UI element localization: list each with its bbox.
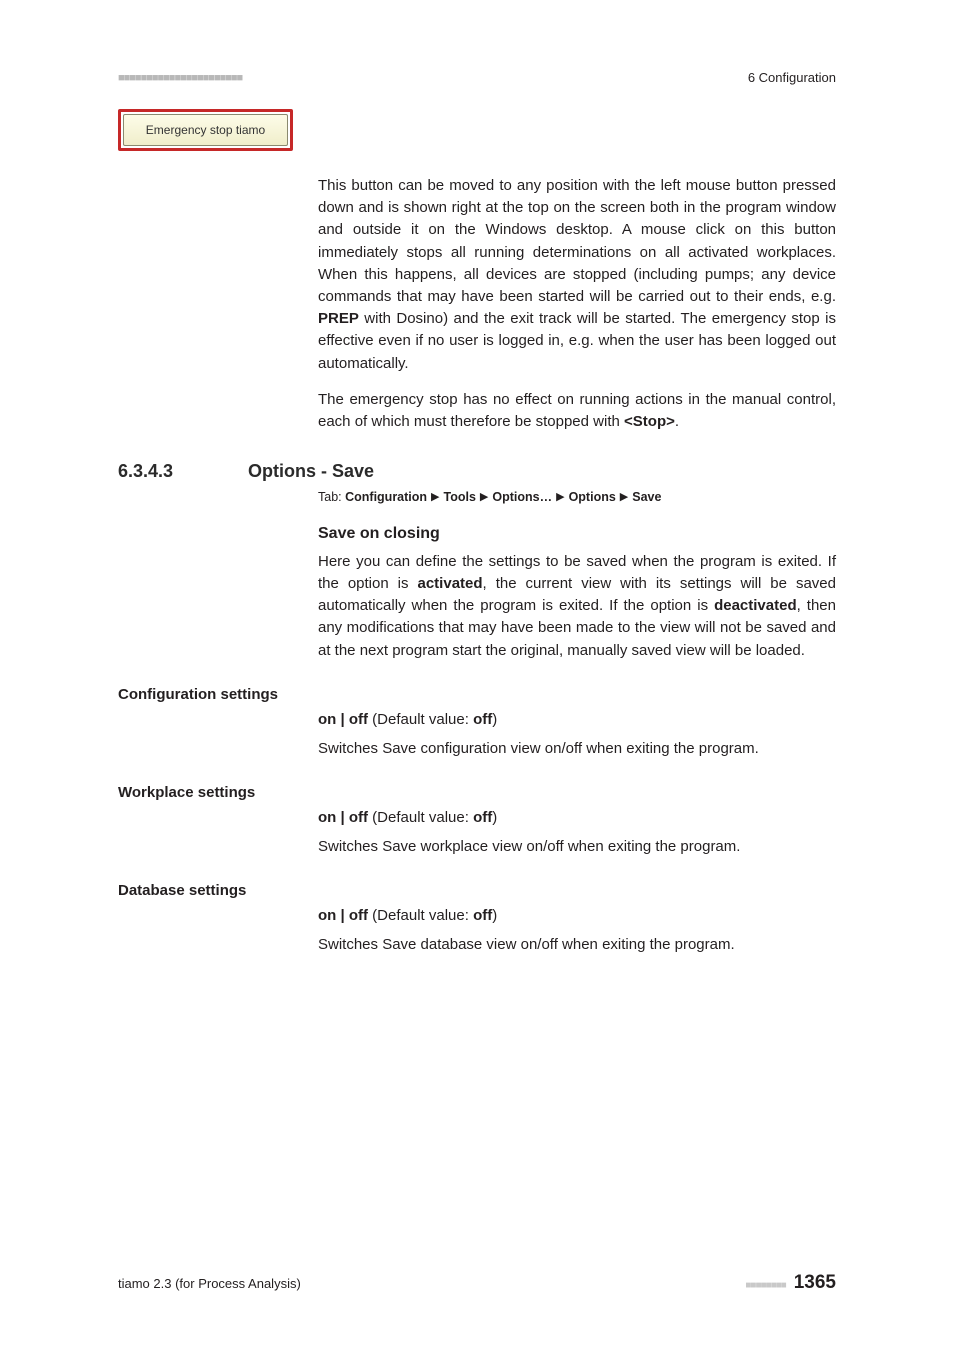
- arrow-icon: ▶: [480, 491, 488, 503]
- default-value: off: [473, 907, 492, 924]
- onoff-values: on | off: [318, 907, 368, 924]
- body-column: This button can be moved to any position…: [318, 175, 836, 433]
- emergency-stop-button[interactable]: Emergency stop tiamo: [118, 109, 293, 151]
- text: (Default value:: [368, 711, 473, 728]
- group-title-database: Database settings: [118, 882, 836, 899]
- text: This button can be moved to any position…: [318, 177, 836, 305]
- text: The emergency stop has no effect on runn…: [318, 391, 836, 430]
- default-value: off: [473, 809, 492, 826]
- desc-database: Switches Save database view on/off when …: [318, 934, 836, 956]
- arrow-icon: ▶: [556, 491, 564, 503]
- footer-page-number: 1365: [794, 1272, 836, 1294]
- onoff-database: on | off (Default value: off): [318, 907, 836, 924]
- group-body-configuration: on | off (Default value: off) Switches S…: [318, 711, 836, 760]
- arrow-icon: ▶: [620, 491, 628, 503]
- group-title-workplace: Workplace settings: [118, 784, 836, 801]
- footer-product: tiamo 2.3 (for Process Analysis): [118, 1276, 301, 1291]
- tab-breadcrumb: Tab: Configuration ▶ Tools ▶ Options… ▶ Option…: [318, 488, 836, 507]
- text: .: [675, 413, 679, 430]
- subheading-save-on-closing: Save on closing: [318, 525, 836, 543]
- onoff-values: on | off: [318, 809, 368, 826]
- keyword-stop: <Stop>: [624, 413, 675, 430]
- group-body-workplace: on | off (Default value: off) Switches S…: [318, 809, 836, 858]
- header-chapter: 6 Configuration: [748, 70, 836, 85]
- keyword-activated: activated: [418, 575, 483, 592]
- group-body-database: on | off (Default value: off) Switches S…: [318, 907, 836, 956]
- text: ): [492, 711, 497, 728]
- page-footer: tiamo 2.3 (for Process Analysis) ■■■■■■■…: [118, 1272, 836, 1294]
- keyword-deactivated: deactivated: [714, 597, 797, 614]
- text: (Default value:: [368, 907, 473, 924]
- section-number: 6.3.4.3: [118, 461, 248, 482]
- paragraph-estop-desc: This button can be moved to any position…: [318, 175, 836, 375]
- group-title-configuration: Configuration settings: [118, 686, 836, 703]
- footer-dashes: ■■■■■■■■: [745, 1280, 785, 1291]
- tab-item: Options…: [492, 490, 552, 504]
- text: (Default value:: [368, 809, 473, 826]
- section-heading: 6.3.4.3 Options - Save: [118, 461, 836, 482]
- default-value: off: [473, 711, 492, 728]
- tab-item: Tools: [444, 490, 476, 504]
- onoff-values: on | off: [318, 711, 368, 728]
- page-header: ■■■■■■■■■■■■■■■■■■■■■■ 6 Configuration: [118, 70, 836, 85]
- paragraph-save-on-closing: Here you can define the settings to be s…: [318, 551, 836, 662]
- tab-item: Configuration: [345, 490, 427, 504]
- arrow-icon: ▶: [431, 491, 439, 503]
- footer-right: ■■■■■■■■ 1365: [745, 1272, 836, 1294]
- desc-configuration: Switches Save configuration view on/off …: [318, 738, 836, 760]
- save-on-closing-body: Here you can define the settings to be s…: [318, 551, 836, 662]
- section-title: Options - Save: [248, 461, 374, 482]
- text: ): [492, 809, 497, 826]
- tab-item: Options: [569, 490, 616, 504]
- tab-prefix: Tab:: [318, 490, 345, 504]
- emergency-stop-label: Emergency stop tiamo: [123, 114, 288, 146]
- desc-workplace: Switches Save workplace view on/off when…: [318, 836, 836, 858]
- tab-item: Save: [632, 490, 661, 504]
- page: ■■■■■■■■■■■■■■■■■■■■■■ 6 Configuration E…: [0, 0, 954, 1350]
- paragraph-estop-note: The emergency stop has no effect on runn…: [318, 389, 836, 433]
- header-dashes: ■■■■■■■■■■■■■■■■■■■■■■: [118, 72, 242, 84]
- onoff-configuration: on | off (Default value: off): [318, 711, 836, 728]
- text: ): [492, 907, 497, 924]
- keyword-prep: PREP: [318, 310, 359, 327]
- onoff-workplace: on | off (Default value: off): [318, 809, 836, 826]
- text: with Dosino) and the exit track will be …: [318, 310, 836, 371]
